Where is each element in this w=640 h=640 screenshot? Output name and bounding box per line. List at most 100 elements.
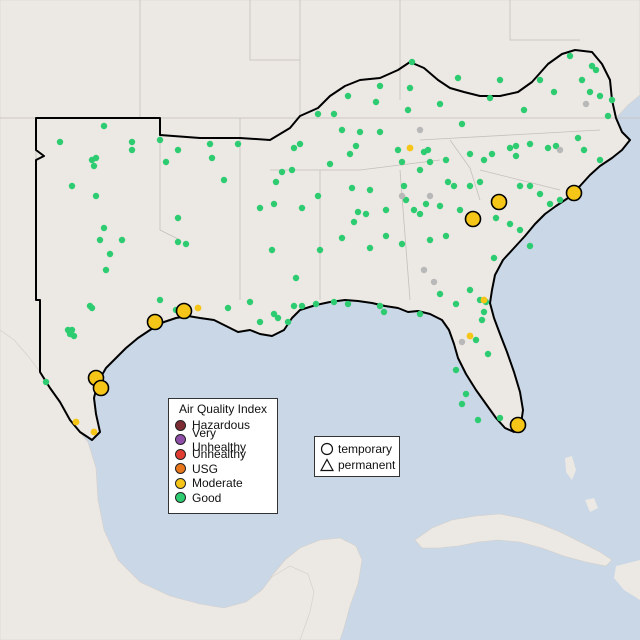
good-monitor[interactable] [458, 400, 466, 408]
good-monitor[interactable] [496, 414, 504, 422]
no-data-monitor[interactable] [582, 100, 590, 108]
good-monitor[interactable] [362, 210, 370, 218]
good-monitor[interactable] [422, 200, 430, 208]
good-monitor[interactable] [356, 128, 364, 136]
good-monitor[interactable] [100, 224, 108, 232]
good-monitor[interactable] [492, 214, 500, 222]
good-monitor[interactable] [526, 242, 534, 250]
good-monitor[interactable] [452, 300, 460, 308]
good-monitor[interactable] [596, 156, 604, 164]
good-monitor[interactable] [526, 140, 534, 148]
good-monitor[interactable] [474, 416, 482, 424]
good-monitor[interactable] [298, 302, 306, 310]
moderate-temporary-monitor[interactable] [175, 302, 193, 320]
good-monitor[interactable] [456, 206, 464, 214]
good-monitor[interactable] [382, 206, 390, 214]
good-monitor[interactable] [566, 52, 574, 60]
good-monitor[interactable] [68, 182, 76, 190]
good-monitor[interactable] [354, 208, 362, 216]
good-monitor[interactable] [466, 286, 474, 294]
good-monitor[interactable] [496, 76, 504, 84]
good-monitor[interactable] [290, 144, 298, 152]
moderate-monitor[interactable] [194, 304, 202, 312]
good-monitor[interactable] [42, 378, 50, 386]
good-monitor[interactable] [344, 92, 352, 100]
good-monitor[interactable] [472, 336, 480, 344]
good-monitor[interactable] [224, 304, 232, 312]
good-monitor[interactable] [234, 140, 242, 148]
good-monitor[interactable] [182, 240, 190, 248]
good-monitor[interactable] [604, 112, 612, 120]
good-monitor[interactable] [402, 196, 410, 204]
good-monitor[interactable] [92, 154, 100, 162]
good-monitor[interactable] [516, 182, 524, 190]
good-monitor[interactable] [382, 232, 390, 240]
good-monitor[interactable] [70, 332, 78, 340]
good-monitor[interactable] [452, 366, 460, 374]
good-monitor[interactable] [488, 150, 496, 158]
good-monitor[interactable] [174, 238, 182, 246]
good-monitor[interactable] [556, 196, 564, 204]
good-monitor[interactable] [270, 310, 278, 318]
good-monitor[interactable] [506, 144, 514, 152]
good-monitor[interactable] [580, 146, 588, 154]
moderate-monitor[interactable] [466, 332, 474, 340]
good-monitor[interactable] [316, 246, 324, 254]
good-monitor[interactable] [546, 200, 554, 208]
good-monitor[interactable] [380, 308, 388, 316]
good-monitor[interactable] [454, 74, 462, 82]
good-monitor[interactable] [462, 390, 470, 398]
good-monitor[interactable] [444, 178, 452, 186]
good-monitor[interactable] [106, 250, 114, 258]
good-monitor[interactable] [442, 156, 450, 164]
good-monitor[interactable] [424, 146, 432, 154]
good-monitor[interactable] [426, 158, 434, 166]
good-monitor[interactable] [96, 236, 104, 244]
good-monitor[interactable] [416, 310, 424, 318]
good-monitor[interactable] [436, 202, 444, 210]
no-data-monitor[interactable] [420, 266, 428, 274]
good-monitor[interactable] [220, 176, 228, 184]
good-monitor[interactable] [256, 318, 264, 326]
good-monitor[interactable] [484, 350, 492, 358]
good-monitor[interactable] [466, 150, 474, 158]
good-monitor[interactable] [436, 100, 444, 108]
good-monitor[interactable] [270, 200, 278, 208]
good-monitor[interactable] [292, 274, 300, 282]
moderate-monitor[interactable] [480, 296, 488, 304]
good-monitor[interactable] [608, 96, 616, 104]
good-monitor[interactable] [100, 122, 108, 130]
good-monitor[interactable] [290, 302, 298, 310]
good-monitor[interactable] [92, 192, 100, 200]
good-monitor[interactable] [536, 76, 544, 84]
good-monitor[interactable] [90, 162, 98, 170]
good-monitor[interactable] [288, 166, 296, 174]
good-monitor[interactable] [246, 298, 254, 306]
moderate-temporary-monitor[interactable] [490, 193, 508, 211]
good-monitor[interactable] [574, 134, 582, 142]
good-monitor[interactable] [520, 106, 528, 114]
good-monitor[interactable] [404, 106, 412, 114]
good-monitor[interactable] [376, 82, 384, 90]
good-monitor[interactable] [478, 316, 486, 324]
good-monitor[interactable] [394, 146, 402, 154]
moderate-temporary-monitor[interactable] [565, 184, 583, 202]
good-monitor[interactable] [416, 166, 424, 174]
no-data-monitor[interactable] [556, 146, 564, 154]
good-monitor[interactable] [376, 128, 384, 136]
good-monitor[interactable] [366, 186, 374, 194]
good-monitor[interactable] [426, 236, 434, 244]
good-monitor[interactable] [284, 318, 292, 326]
no-data-monitor[interactable] [426, 192, 434, 200]
good-monitor[interactable] [398, 158, 406, 166]
good-monitor[interactable] [480, 156, 488, 164]
good-monitor[interactable] [536, 190, 544, 198]
good-monitor[interactable] [506, 220, 514, 228]
moderate-temporary-monitor[interactable] [509, 416, 527, 434]
good-monitor[interactable] [376, 302, 384, 310]
good-monitor[interactable] [512, 142, 520, 150]
good-monitor[interactable] [88, 304, 96, 312]
good-monitor[interactable] [486, 94, 494, 102]
good-monitor[interactable] [346, 150, 354, 158]
good-monitor[interactable] [552, 142, 560, 150]
